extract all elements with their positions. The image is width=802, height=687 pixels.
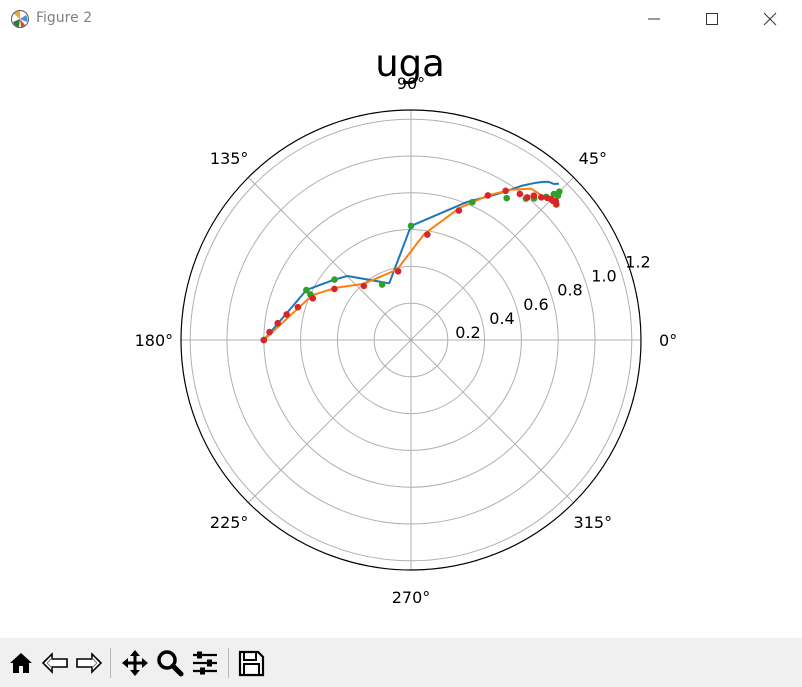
data-point — [260, 336, 268, 344]
data-point — [407, 222, 415, 230]
minimize-button[interactable] — [632, 4, 678, 34]
configure-subplots-icon[interactable] — [190, 648, 220, 678]
data-point — [553, 201, 560, 208]
r-gridline — [189, 118, 633, 562]
data-point — [502, 187, 509, 195]
data-point — [516, 190, 524, 198]
data-point — [294, 303, 302, 311]
data-point — [360, 282, 368, 290]
back-icon[interactable] — [40, 648, 70, 678]
toolbar-separator — [110, 648, 111, 678]
zoom-icon[interactable] — [155, 648, 185, 678]
data-point — [331, 276, 338, 283]
close-button[interactable] — [748, 4, 794, 34]
data-point — [484, 192, 492, 199]
theta-tick-label: 45° — [579, 149, 607, 168]
theta-tick-label: 270° — [392, 588, 431, 607]
r-tick-label: 0.2 — [455, 323, 480, 342]
data-point — [530, 192, 538, 199]
theta-tick-label: 315° — [574, 513, 613, 532]
theta-tick-label: 90° — [397, 74, 425, 93]
pan-icon[interactable] — [120, 648, 150, 678]
data-point — [266, 328, 273, 336]
maximize-button[interactable] — [690, 4, 736, 34]
r-tick-label: 1.0 — [591, 267, 616, 286]
chart-title: uga — [375, 42, 445, 85]
save-icon[interactable] — [236, 648, 266, 678]
polar-plot[interactable]: 0° 45° 90° 135° 180° 225° 270° 315° 0.2 0.4 0.6 0.8… — [0, 38, 802, 636]
forward-icon[interactable] — [74, 648, 104, 678]
r-tick-label: 0.6 — [523, 295, 548, 314]
data-point — [455, 207, 463, 214]
data-point — [554, 192, 562, 199]
data-point — [537, 194, 545, 201]
data-point — [394, 267, 402, 275]
r-gridline — [336, 265, 486, 415]
theta-tick-label: 0° — [659, 331, 677, 350]
theta-tick-label: 180° — [135, 331, 174, 350]
r-gridline — [226, 155, 596, 525]
theta-gridline — [248, 177, 412, 341]
figure-canvas[interactable]: uga — [0, 38, 802, 636]
r-tick-label: 1.2 — [625, 253, 650, 272]
data-point — [331, 285, 338, 293]
theta-gridline — [248, 339, 412, 503]
navigation-toolbar — [0, 638, 802, 687]
theta-gridline — [410, 339, 574, 503]
home-icon[interactable] — [6, 648, 36, 678]
theta-gridline — [410, 177, 574, 341]
window-titlebar: Figure 2 — [0, 0, 802, 39]
theta-tick-label: 225° — [210, 513, 249, 532]
toolbar-separator — [228, 648, 229, 678]
data-point — [523, 194, 531, 201]
data-point — [283, 311, 290, 318]
data-point — [469, 198, 476, 206]
data-point — [303, 286, 310, 294]
data-point — [503, 194, 510, 202]
theta-tick-label: 135° — [210, 149, 249, 168]
window-title: Figure 2 — [36, 10, 93, 26]
polar-spine — [180, 109, 642, 571]
r-tick-label: 0.8 — [557, 281, 582, 300]
data-point — [274, 319, 282, 327]
data-point — [378, 281, 386, 288]
data-point — [309, 295, 317, 302]
r-tick-label: 0.4 — [489, 309, 514, 328]
matplotlib-app-icon — [10, 9, 30, 29]
data-point — [424, 231, 431, 238]
r-gridline — [373, 302, 449, 378]
r-gridline — [300, 229, 522, 451]
